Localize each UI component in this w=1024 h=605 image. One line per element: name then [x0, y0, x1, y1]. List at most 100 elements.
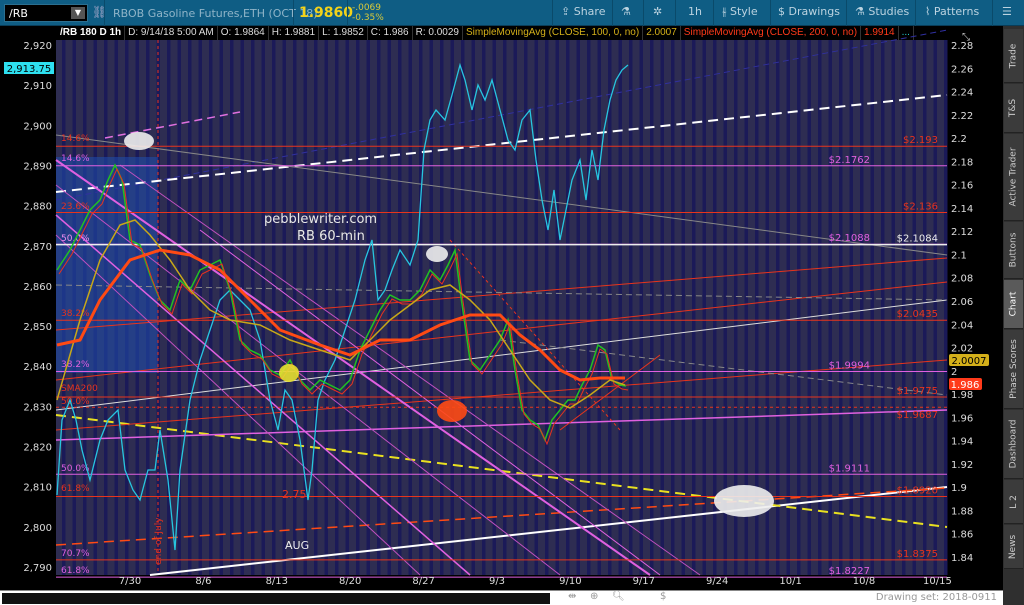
session-stripe [786, 40, 790, 575]
right-axis-tick: 1.98 [951, 390, 973, 401]
pan-icon[interactable]: ⇹ [568, 591, 577, 602]
session-stripe [387, 40, 391, 575]
left-axis-tick: 2,890 [23, 161, 52, 172]
session-stripe [702, 40, 706, 575]
horizontal-scrollbar[interactable] [2, 593, 550, 604]
share-label: Share [573, 5, 606, 18]
session-stripe [377, 40, 381, 575]
fib-label: 23.6% [61, 202, 90, 212]
sidebar-tab-l-2[interactable]: L 2 [1004, 480, 1023, 524]
sidebar-tab-label: Buttons [1008, 232, 1019, 268]
sidebar-tab-label: Active Trader [1008, 147, 1019, 207]
highlight-ellipse [437, 400, 467, 422]
more-studies[interactable]: ... [899, 26, 914, 40]
change-percent: -0.35% [352, 13, 384, 23]
sidebar-tab-news[interactable]: News [1004, 525, 1023, 569]
right-axis-tick: 2.1 [951, 250, 967, 261]
right-axis-tick: 1.94 [951, 437, 973, 448]
session-stripe [639, 40, 643, 575]
sidebar-tab-phase-scores[interactable]: Phase Scores [1004, 330, 1023, 409]
price-level-label: $2.0435 [897, 309, 938, 320]
crosshair-icon[interactable]: ⊕ [590, 591, 599, 602]
session-stripe [492, 40, 496, 575]
price-chart[interactable]: $2.193 $2.1762 $2.136 $2.1088 $2.0435 $1.9994… [0, 0, 1003, 590]
session-stripe [839, 40, 843, 575]
session-stripe [692, 40, 696, 575]
sidebar-tab-dashboard[interactable]: Dashboard [1004, 410, 1023, 479]
candle-icon: ⫳ [722, 5, 727, 18]
bar-range: R: 0.0029 [413, 26, 463, 40]
trendline [55, 159, 651, 576]
fib-label: 38.2% [61, 360, 90, 370]
sidebar-tab-label: News [1008, 534, 1019, 559]
price-level-label: $2.1088 [829, 233, 870, 244]
sma200-study[interactable]: SimpleMovingAvg (CLOSE, 200, 0, no) [681, 26, 862, 40]
session-stripe [576, 40, 580, 575]
date-axis-tick: 9/10 [559, 576, 581, 587]
fib-label: 61.8% [61, 566, 90, 576]
studies-button[interactable]: ⚗ Studies [855, 5, 909, 18]
patterns-button[interactable]: ⌇ Patterns [925, 5, 979, 18]
month-annotation: AUG [285, 539, 309, 552]
link-icon[interactable]: ⛓ [92, 5, 108, 19]
right-axis-tick: 2.2 [951, 134, 967, 145]
chart-symbol: /RB 180 D 1h [57, 26, 126, 40]
symbol-selector[interactable]: /RB ▼ [4, 4, 88, 22]
sidebar-tab-chart[interactable]: Chart [1004, 280, 1023, 329]
sidebar-tab-label: Trade [1008, 43, 1019, 68]
session-stripe [156, 40, 160, 575]
session-stripe [891, 40, 895, 575]
session-stripe [167, 40, 171, 575]
session-stripe [755, 40, 759, 575]
drawings-button[interactable]: $ Drawings [778, 5, 840, 18]
timeframe-button[interactable]: 1h [688, 5, 702, 18]
price-level-label: $1.9994 [829, 361, 870, 372]
right-axis-tick: 1.96 [951, 413, 973, 424]
trendline [55, 409, 948, 441]
date-axis-tick: 7/30 [119, 576, 141, 587]
left-axis-tick: 2,920 [23, 41, 52, 52]
session-stripe [230, 40, 234, 575]
session-stripe [629, 40, 633, 575]
price-level-label: $2.1762 [829, 155, 870, 166]
drawing-set-label[interactable]: Drawing set: 2018-0911 [875, 592, 997, 603]
trendline [449, 239, 621, 431]
date-axis-tick: 9/17 [633, 576, 655, 587]
right-axis-tick: 2.14 [951, 204, 973, 215]
session-stripe [681, 40, 685, 575]
chevron-down-icon[interactable]: ▼ [71, 7, 85, 19]
site-watermark: pebblewriter.com [264, 212, 377, 227]
sidebar-tab-buttons[interactable]: Buttons [1004, 222, 1023, 279]
sma200-value: 1.9914 [861, 26, 899, 40]
left-axis-tick: 2,910 [23, 81, 52, 92]
right-axis-tick: 1.86 [951, 530, 973, 541]
style-button[interactable]: ⫳ Style [722, 5, 758, 19]
session-stripe [566, 40, 570, 575]
dollar-icon[interactable]: $ [660, 591, 667, 602]
session-stripe [870, 40, 874, 575]
session-stripe [660, 40, 664, 575]
sma100-study[interactable]: SimpleMovingAvg (CLOSE, 100, 0, no) [463, 26, 644, 40]
zoom-icon[interactable]: 🔍︎ [612, 591, 625, 602]
date-axis-tick: 10/1 [779, 576, 801, 587]
settings-button[interactable]: ✲ [653, 5, 662, 18]
sidebar-tab-t-s[interactable]: T&S [1004, 84, 1023, 133]
session-stripe [398, 40, 402, 575]
index-price-line [56, 62, 629, 551]
sidebar-tab-trade[interactable]: Trade [1004, 29, 1023, 83]
autoscale-icon: ⤡ [962, 32, 970, 43]
share-button[interactable]: ⇪ Share [561, 5, 605, 18]
sidebar-tab-active-trader[interactable]: Active Trader [1004, 134, 1023, 221]
session-stripe [261, 40, 265, 575]
end-of-july-annotation: end of July [154, 517, 164, 565]
menu-button[interactable]: ☰ [1002, 5, 1012, 18]
fib-label: 61.8% [61, 484, 90, 494]
right-axis-tick: 2.02 [951, 344, 973, 355]
right-axis-tick: 2.28 [951, 41, 973, 52]
share-icon: ⇪ [561, 5, 571, 18]
session-stripe [944, 40, 948, 575]
session-stripe [744, 40, 748, 575]
flask-button[interactable]: ⚗ [621, 5, 631, 18]
trendline [55, 134, 948, 256]
bar-high: H: 1.9881 [269, 26, 320, 40]
